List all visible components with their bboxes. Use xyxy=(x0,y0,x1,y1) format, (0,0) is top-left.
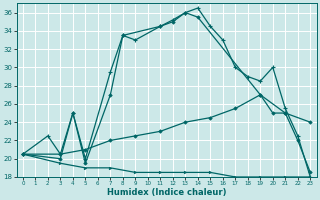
X-axis label: Humidex (Indice chaleur): Humidex (Indice chaleur) xyxy=(107,188,226,197)
